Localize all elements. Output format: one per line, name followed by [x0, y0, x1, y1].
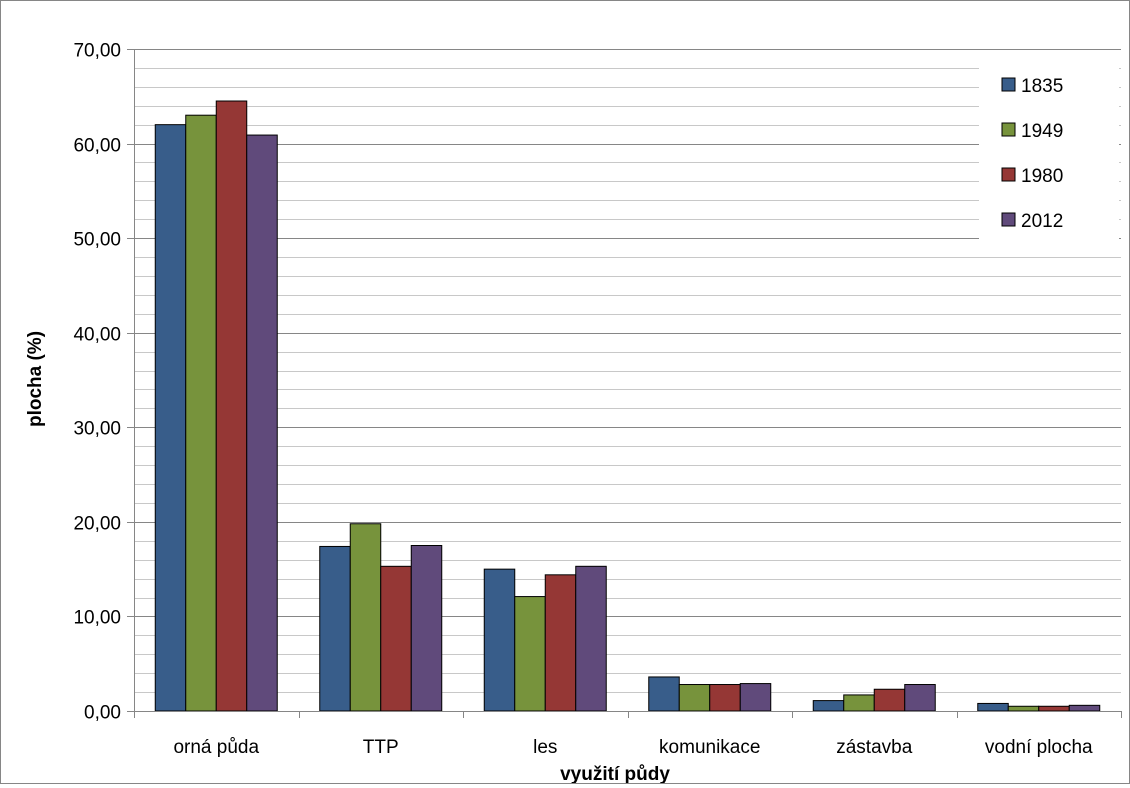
y-tick-label: 10,00: [73, 608, 121, 629]
bar-1835: [977, 702, 1009, 712]
bar-1835: [812, 700, 845, 712]
bar-1980: [544, 574, 577, 712]
x-category-label: zástavba: [836, 737, 912, 758]
bar-1949: [514, 596, 546, 712]
bar-1949: [349, 523, 382, 712]
x-category-label: komunikace: [659, 737, 760, 758]
bar-1835: [648, 676, 680, 712]
y-tick-label: 50,00: [73, 230, 121, 251]
legend-label-1949: 1949: [1021, 121, 1063, 142]
bar-1949: [1007, 705, 1040, 712]
bar-2012: [739, 683, 772, 712]
y-tick-label: 40,00: [73, 325, 121, 346]
y-tick-label: 20,00: [73, 514, 121, 535]
legend-swatch-2012: [1001, 212, 1016, 227]
bar-2012: [410, 545, 443, 712]
y-tick-label: 70,00: [73, 41, 121, 62]
bar-1835: [154, 124, 187, 712]
bar-1949: [678, 684, 711, 712]
y-tick-label: 30,00: [73, 419, 121, 440]
bar-1980: [1038, 705, 1070, 712]
legend-label-2012: 2012: [1021, 211, 1063, 232]
axes: [127, 49, 1122, 718]
bar-1949: [843, 694, 875, 712]
legend-swatch-1835: [1001, 77, 1016, 92]
y-tick-label: 60,00: [73, 136, 121, 157]
bar-1980: [873, 688, 906, 712]
legend-swatch-1980: [1001, 167, 1016, 182]
bar-1949: [185, 114, 217, 712]
tick-labels: 0,00 10,00 20,00 30,00 40,00 50,00 60,00 70,00 o…: [73, 41, 1093, 759]
legend: 1835 1949 1980 2012: [979, 63, 1119, 243]
x-category-label: TTP: [363, 737, 399, 758]
legend-label-1835: 1835: [1021, 76, 1063, 97]
bar-1835: [319, 545, 351, 712]
bar-2012: [575, 565, 607, 712]
x-category-label: orná půda: [173, 737, 259, 758]
bar-1835: [483, 568, 516, 712]
x-axis-title: využití půdy: [560, 764, 670, 783]
bar-1980: [215, 100, 248, 712]
x-category-label: les: [533, 737, 557, 758]
bar-1980: [380, 565, 412, 712]
y-tick-label: 0,00: [84, 703, 121, 724]
x-category-label: vodní plocha: [985, 737, 1093, 758]
gridlines: [134, 49, 1121, 693]
bar-2012: [1068, 704, 1101, 712]
bars: [154, 100, 1101, 712]
bar-2012: [904, 684, 936, 712]
legend-swatch-1949: [1001, 122, 1016, 137]
y-axis-title: plocha (%): [25, 331, 46, 427]
bar-1980: [709, 684, 741, 712]
bar-2012: [246, 134, 278, 712]
legend-label-1980: 1980: [1021, 166, 1063, 187]
